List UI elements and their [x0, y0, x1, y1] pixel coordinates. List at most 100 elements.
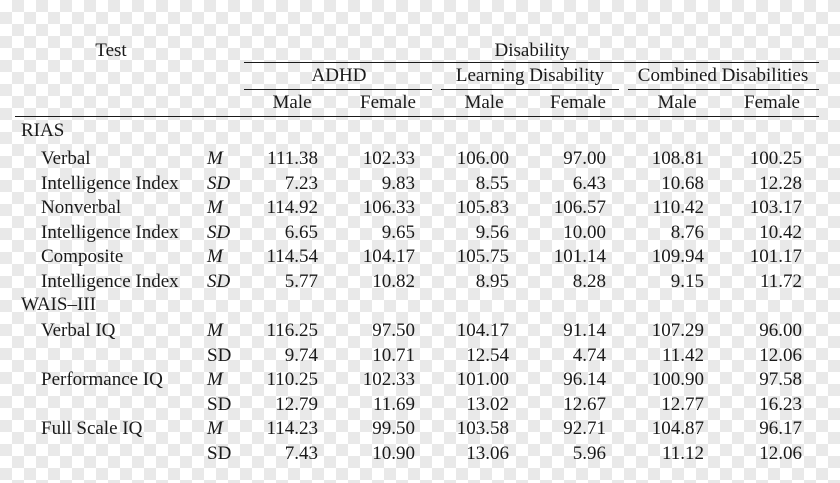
table-cell: 10.71: [372, 344, 415, 366]
row-label: Intelligence Index: [41, 172, 179, 194]
header-disability: Disability: [494, 40, 570, 61]
row-statistic: M: [207, 320, 223, 341]
table-cell: 104.17: [456, 320, 509, 341]
table-cell: 106.00: [456, 148, 509, 169]
row-label: Intelligence Index: [41, 221, 179, 243]
table-cell: 9.74: [284, 344, 318, 366]
table-cell: 100.25: [749, 148, 802, 169]
table-cell: 8.76: [670, 221, 704, 243]
row-statistic: SD: [207, 221, 231, 243]
learning-disability-rule: [441, 89, 619, 90]
table-cell: 12.79: [275, 393, 318, 415]
table-cell: 97.50: [372, 320, 415, 341]
sex-header-female: Female: [360, 92, 416, 113]
table-cell: 8.95: [475, 271, 509, 292]
table-cell: 10.42: [759, 221, 802, 243]
table-cell: 8.55: [475, 172, 509, 194]
table-cell: 8.28: [572, 271, 606, 292]
row-statistic: SD: [207, 344, 232, 366]
table-cell: 103.58: [456, 418, 509, 440]
table-cell: 100.90: [651, 369, 704, 391]
table-cell: 7.23: [284, 172, 318, 194]
sex-header-male: Male: [657, 92, 697, 113]
table-cell: 9.15: [670, 271, 704, 292]
table-cell: 101.17: [749, 246, 802, 268]
table-cell: 114.23: [266, 418, 318, 440]
table-cell: 104.87: [651, 418, 704, 440]
table-cell: 114.54: [266, 246, 318, 268]
table-cell: 10.00: [563, 221, 606, 243]
row-label: Intelligence Index: [41, 271, 179, 292]
table-cell: 114.92: [266, 197, 318, 219]
table-cell: 110.25: [266, 369, 318, 391]
table-cell: 9.65: [381, 221, 415, 243]
row-statistic: M: [207, 418, 223, 440]
table-cell: 11.69: [372, 393, 415, 415]
table-cell: 6.65: [284, 221, 318, 243]
table-cell: 92.71: [563, 418, 606, 440]
table-cell: 104.17: [362, 246, 415, 268]
row-statistic: SD: [207, 172, 231, 194]
table-cell: 10.90: [372, 443, 415, 464]
table-cell: 11.72: [759, 271, 802, 292]
row-statistic: SD: [207, 443, 232, 464]
table-cell: 13.06: [466, 443, 509, 464]
table-cell: 13.02: [466, 393, 509, 415]
table-cell: 105.83: [456, 197, 509, 219]
row-statistic: SD: [207, 271, 231, 292]
table-cell: 9.83: [381, 172, 415, 194]
table-cell: 103.17: [749, 197, 802, 219]
table-cell: 111.38: [267, 148, 318, 169]
table-cell: 97.58: [759, 369, 802, 391]
table-cell: 12.67: [563, 393, 606, 415]
table-cell: 102.33: [362, 369, 415, 391]
row-statistic: M: [207, 148, 223, 169]
combined-disabilities-rule: [628, 89, 819, 90]
table-cell: 11.42: [661, 344, 704, 366]
header-test: Test: [95, 40, 127, 61]
table-cell: 101.00: [456, 369, 509, 391]
table-cell: 5.96: [572, 443, 606, 464]
table-cell: 11.12: [661, 443, 704, 464]
table-cell: 116.25: [266, 320, 318, 341]
table-cell: 12.77: [661, 393, 704, 415]
adhd-rule: [244, 89, 432, 90]
table-cell: 5.77: [284, 271, 318, 292]
table-cell: 9.56: [475, 221, 509, 243]
row-label: Verbal: [41, 148, 91, 169]
table-cell: 12.06: [759, 443, 802, 464]
table-cell: 106.57: [553, 197, 606, 219]
table-cell: 16.23: [759, 393, 802, 415]
row-statistic: M: [207, 197, 223, 219]
table-cell: 107.29: [651, 320, 704, 341]
row-statistic: M: [207, 246, 223, 268]
table-cell: 10.68: [661, 172, 704, 194]
sex-header-female: Female: [550, 92, 606, 113]
table-cell: 108.81: [651, 148, 704, 169]
table-cell: 12.28: [759, 172, 802, 194]
table-cell: 6.43: [572, 172, 606, 194]
row-label: Full Scale IQ: [41, 418, 143, 440]
table-cell: 12.54: [466, 344, 509, 366]
table-cell: 102.33: [362, 148, 415, 169]
row-label: Verbal IQ: [41, 320, 116, 341]
table-cell: 99.50: [372, 418, 415, 440]
row-label: Composite: [41, 246, 124, 268]
table-cell: 109.94: [651, 246, 704, 268]
table-cell: 96.14: [563, 369, 606, 391]
row-statistic: SD: [207, 393, 232, 415]
group-header-combined-disabilities: Combined Disabilities: [637, 65, 809, 86]
section-title-rias: RIAS: [21, 120, 65, 141]
group-header-adhd: ADHD: [311, 65, 367, 86]
table-cell: 96.17: [759, 418, 802, 440]
row-label: Nonverbal: [41, 197, 122, 219]
group-header-learning-disability: Learning Disability: [455, 65, 605, 86]
table-cell: 4.74: [572, 344, 606, 366]
table-cell: 7.43: [284, 443, 318, 464]
table-cell: 101.14: [553, 246, 606, 268]
row-label: Performance IQ: [41, 369, 163, 391]
table-cell: 106.33: [362, 197, 415, 219]
table-cell: 12.06: [759, 344, 802, 366]
sex-header-male: Male: [464, 92, 504, 113]
header-bottom-rule: [15, 116, 819, 117]
